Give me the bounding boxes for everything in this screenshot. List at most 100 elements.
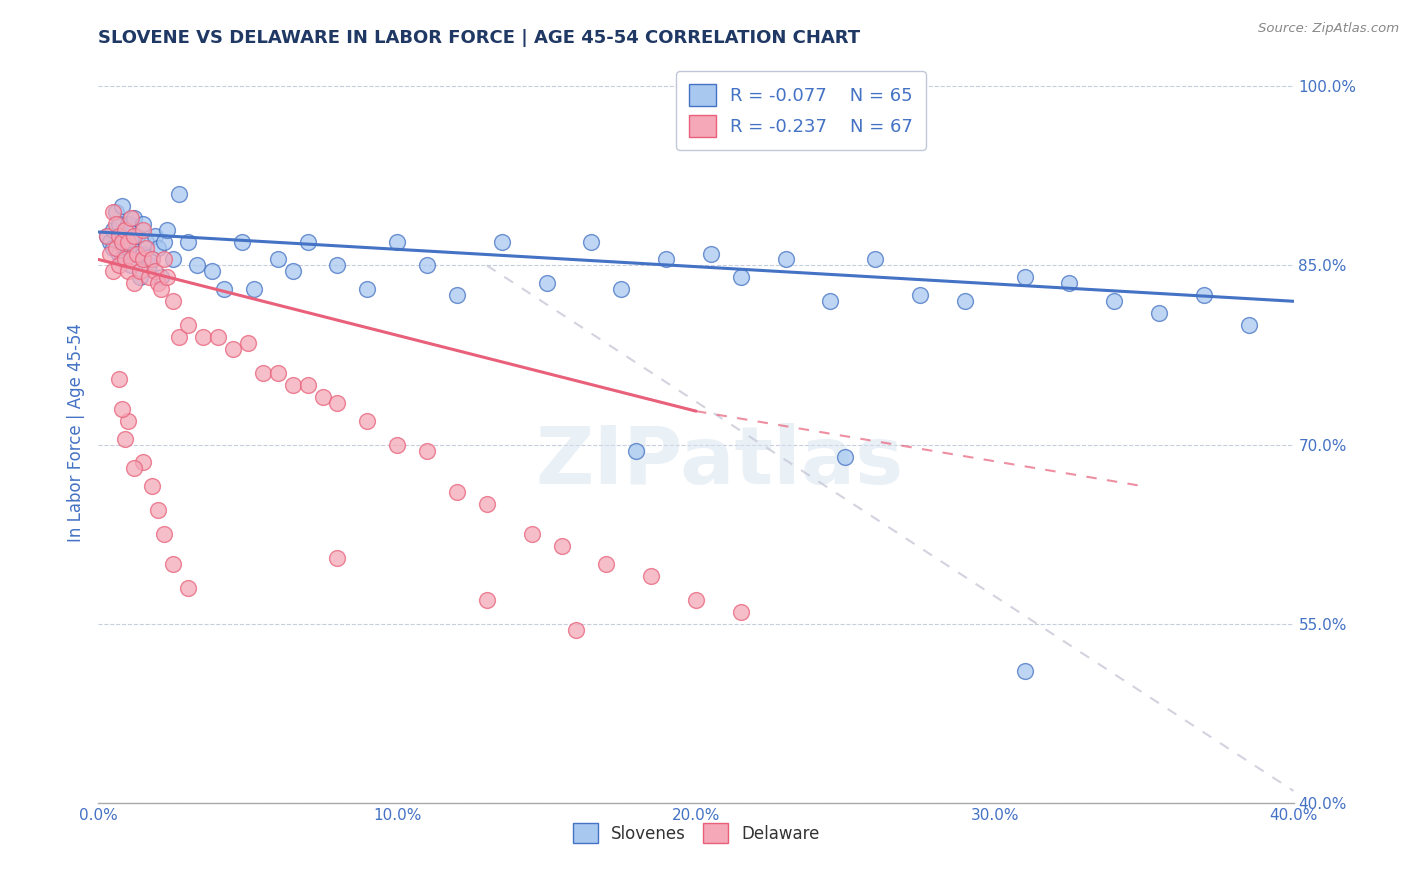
- Point: [520, 527, 543, 541]
- Point: [326, 551, 349, 566]
- Point: [120, 259, 142, 273]
- Point: [103, 222, 125, 236]
- Point: [385, 437, 409, 451]
- Point: [141, 252, 163, 267]
- Text: ZIPatlas: ZIPatlas: [536, 423, 904, 501]
- Point: [231, 235, 253, 249]
- Point: [105, 217, 128, 231]
- Point: [148, 277, 170, 291]
- Point: [212, 282, 235, 296]
- Point: [162, 252, 184, 267]
- Point: [135, 235, 157, 249]
- Point: [114, 222, 136, 236]
- Point: [730, 605, 752, 619]
- Point: [141, 252, 163, 267]
- Point: [610, 282, 633, 296]
- Point: [281, 377, 304, 392]
- Point: [117, 217, 139, 231]
- Point: [156, 222, 179, 236]
- Point: [1014, 665, 1036, 679]
- Point: [685, 592, 707, 607]
- Point: [326, 396, 349, 410]
- Point: [267, 366, 290, 380]
- Point: [177, 235, 200, 249]
- Point: [267, 252, 290, 267]
- Point: [550, 539, 572, 553]
- Point: [655, 252, 678, 267]
- Point: [114, 432, 136, 446]
- Point: [1192, 288, 1215, 302]
- Point: [775, 252, 797, 267]
- Point: [595, 557, 617, 571]
- Point: [297, 235, 319, 249]
- Point: [132, 217, 155, 231]
- Point: [222, 342, 245, 356]
- Point: [141, 479, 163, 493]
- Point: [177, 318, 200, 333]
- Point: [108, 259, 131, 273]
- Point: [640, 569, 662, 583]
- Point: [148, 240, 170, 254]
- Point: [201, 264, 224, 278]
- Point: [132, 246, 155, 260]
- Point: [132, 252, 155, 267]
- Point: [820, 294, 842, 309]
- Point: [475, 497, 498, 511]
- Point: [865, 252, 887, 267]
- Point: [162, 294, 184, 309]
- Point: [108, 228, 131, 243]
- Point: [132, 222, 155, 236]
- Point: [475, 592, 498, 607]
- Point: [186, 259, 208, 273]
- Point: [446, 288, 468, 302]
- Point: [96, 228, 118, 243]
- Point: [252, 366, 274, 380]
- Point: [117, 414, 139, 428]
- Point: [297, 377, 319, 392]
- Point: [111, 252, 134, 267]
- Point: [120, 235, 142, 249]
- Point: [311, 390, 333, 404]
- Point: [356, 282, 378, 296]
- Point: [153, 235, 176, 249]
- Point: [96, 228, 118, 243]
- Point: [177, 581, 200, 595]
- Point: [108, 372, 131, 386]
- Point: [148, 503, 170, 517]
- Point: [243, 282, 266, 296]
- Point: [730, 270, 752, 285]
- Point: [120, 252, 142, 267]
- Point: [111, 235, 134, 249]
- Point: [135, 240, 157, 254]
- Point: [108, 246, 131, 260]
- Y-axis label: In Labor Force | Age 45-54: In Labor Force | Age 45-54: [66, 323, 84, 542]
- Point: [536, 277, 558, 291]
- Point: [356, 414, 378, 428]
- Point: [236, 336, 259, 351]
- Point: [127, 246, 149, 260]
- Text: Source: ZipAtlas.com: Source: ZipAtlas.com: [1258, 22, 1399, 36]
- Point: [98, 235, 122, 249]
- Point: [143, 228, 166, 243]
- Point: [143, 264, 166, 278]
- Point: [103, 240, 125, 254]
- Point: [129, 270, 152, 285]
- Point: [138, 270, 160, 285]
- Point: [124, 461, 146, 475]
- Point: [1104, 294, 1126, 309]
- Point: [124, 277, 146, 291]
- Point: [132, 455, 155, 469]
- Point: [117, 235, 139, 249]
- Point: [117, 264, 139, 278]
- Point: [150, 282, 173, 296]
- Legend: Slovenes, Delaware: Slovenes, Delaware: [567, 816, 825, 850]
- Point: [191, 330, 214, 344]
- Point: [138, 259, 160, 273]
- Point: [1147, 306, 1170, 320]
- Point: [416, 259, 439, 273]
- Point: [1237, 318, 1260, 333]
- Point: [1059, 277, 1081, 291]
- Point: [167, 186, 190, 201]
- Point: [117, 240, 139, 254]
- Text: SLOVENE VS DELAWARE IN LABOR FORCE | AGE 45-54 CORRELATION CHART: SLOVENE VS DELAWARE IN LABOR FORCE | AGE…: [98, 29, 860, 47]
